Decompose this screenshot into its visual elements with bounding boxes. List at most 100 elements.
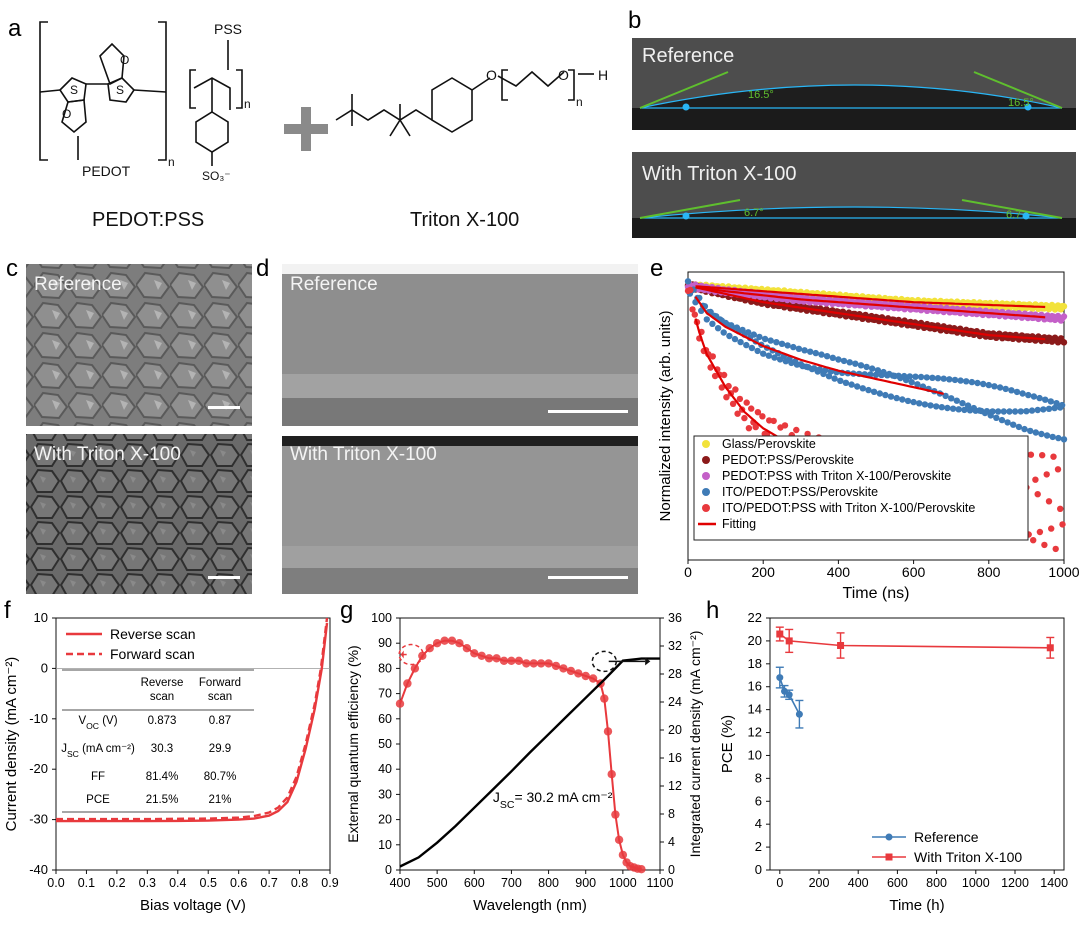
data-point [944,404,951,412]
data-point [1010,421,1017,428]
y-axis-label: External quantum efficiency (%) [345,645,361,842]
table-cell: 21.5% [146,794,179,806]
panel-letter-b: b [628,7,641,34]
data-point [874,367,882,374]
table-cell: 81.4% [146,771,179,783]
x-tick-label: 0.6 [230,876,247,890]
data-point [957,377,964,384]
y-axis-label: PCE (%) [719,715,736,773]
y-tick-label: 22 [748,610,762,625]
data-point [551,661,561,671]
data-point [1059,521,1066,528]
data-point [989,408,996,415]
fit-line [695,285,1046,309]
x-tick-label: 600 [464,876,485,890]
data-point [759,413,766,420]
data-point [756,333,763,341]
data-point [1027,427,1034,435]
data-point [492,654,501,663]
panel-letter-d: d [256,255,269,282]
data-point [961,406,968,414]
data-point [938,404,945,411]
data-point [910,398,917,406]
table-cell: 0.87 [209,715,231,727]
x-axis-label: Time (h) [889,897,944,914]
data-point [1046,644,1054,652]
data-point [899,396,906,403]
y-tick-label: 16 [668,751,682,765]
data-point [1047,398,1055,405]
data-point [1045,498,1053,505]
data-point [1043,432,1051,439]
data-point [942,392,949,400]
data-point [983,408,991,415]
y-tick-label: -30 [29,812,48,827]
data-point [745,329,752,336]
data-point [804,430,811,438]
data-point [771,354,778,361]
data-point [865,386,872,394]
pedot-pss-name: PEDOT:PSS [92,209,204,231]
chart-pl-decay: 0 200 400 600 800 1000 Time (ns) Normalized int… [657,271,1080,602]
legend-swatch [702,504,710,512]
x-axis-label: Bias voltage (V) [140,897,246,914]
sem-topview-reference: Reference [26,264,252,426]
data-point [507,656,516,665]
panel-letter-e: e [650,255,663,282]
data-point [876,390,883,397]
chart-eqe: 400 500 600 700 800 900 1000 110001020304050607… [345,611,703,914]
legend-label: Glass/Perovskite [722,437,816,451]
y-tick-label: 80 [378,661,392,675]
data-point [1043,471,1050,478]
table-cell: 0.873 [148,715,177,727]
data-point [857,362,865,369]
data-point [484,654,494,663]
data-point [1036,528,1044,536]
y-tick-label: 8 [668,807,675,821]
x-tick-label: 1000 [962,876,990,890]
data-point [908,379,915,386]
data-point [893,394,900,402]
legend-label: ITO/PEDOT:PSS/Perovskite [722,485,878,499]
y-tick-label: 16 [748,679,762,694]
data-point [718,384,725,391]
data-point [734,410,741,417]
panel-letter-a: a [8,15,22,42]
data-point [529,659,538,668]
triton-label-d: With Triton X-100 [290,444,437,465]
x-tick-label: 700 [501,876,522,890]
data-point [752,423,759,431]
data-point [1011,408,1019,415]
data-point [1006,408,1013,415]
data-point [968,378,976,386]
legend-label: Forward scan [110,646,195,662]
x-tick-label: 400 [390,876,411,890]
oxygen-label-4: O [558,67,569,83]
data-point [1013,388,1021,396]
legend-marker [885,833,893,841]
plot-frame [399,617,661,871]
scale-bar [208,576,240,579]
data-point [603,727,613,736]
x-tick-label: 400 [848,876,869,890]
data-point [1023,408,1030,415]
hydrogen-label: H [598,67,608,83]
data-point [840,357,848,365]
data-point [790,343,797,351]
y-tick-label: 0 [41,660,48,675]
data-point [959,400,966,407]
x-tick-label: 0 [776,876,783,890]
data-point [410,664,420,673]
x-tick-label: 400 [827,564,851,580]
y-tick-label: 32 [668,639,682,653]
data-point [1000,408,1007,415]
sem-cross-section-triton: With Triton X-100 [282,436,638,594]
legend-swatch [702,440,710,448]
data-point [835,356,842,363]
data-point [825,373,833,380]
table-cell: 21% [208,794,231,806]
oxygen-label-2: O [120,53,129,67]
data-point [951,376,959,384]
data-point [1025,391,1032,399]
y-tick-label: 30 [378,787,392,801]
